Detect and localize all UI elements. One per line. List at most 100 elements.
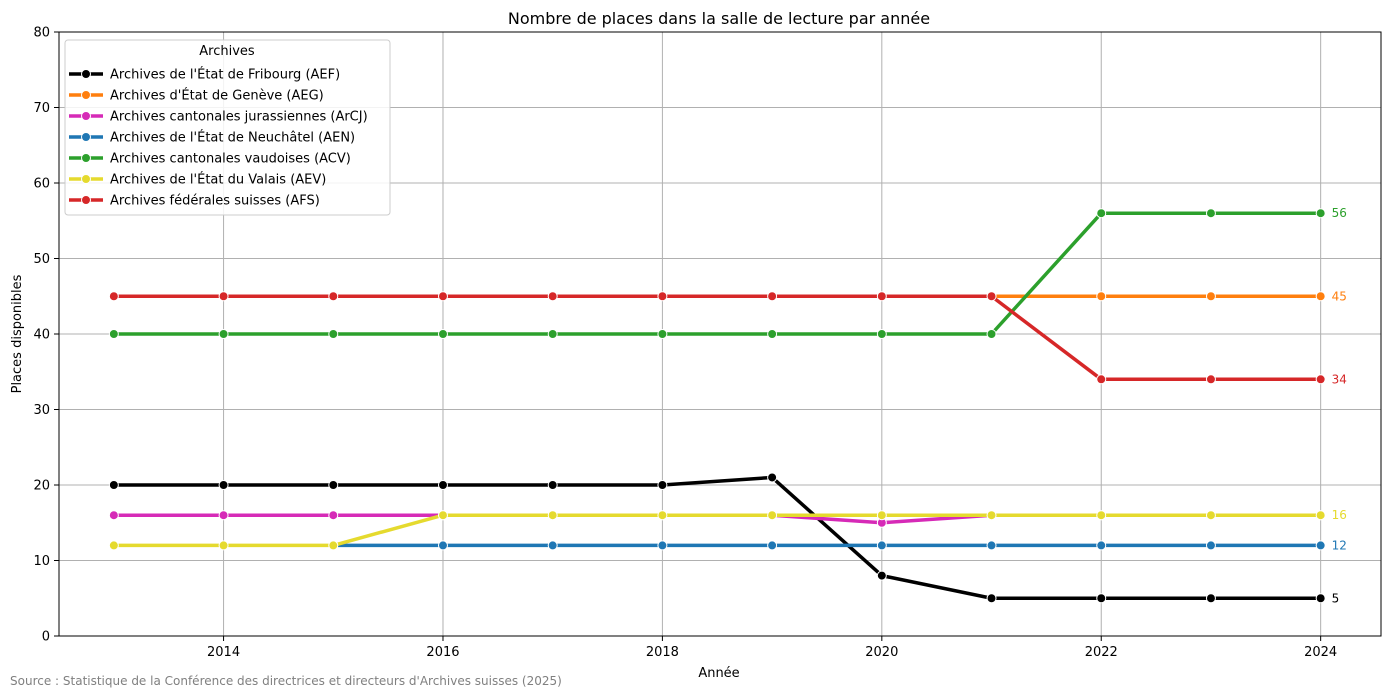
data-point	[547, 510, 558, 521]
data-point	[1205, 510, 1216, 521]
data-point	[1096, 208, 1107, 219]
data-point	[108, 540, 119, 551]
data-point	[328, 510, 339, 521]
y-tick-label: 80	[33, 26, 50, 41]
x-axis-title: Année	[698, 666, 739, 681]
data-point	[986, 540, 997, 551]
source-note: Source : Statistique de la Conférence de…	[10, 674, 562, 688]
data-point	[218, 540, 229, 551]
data-point	[1205, 374, 1216, 385]
data-point	[876, 570, 887, 581]
end-value-label: 56	[1332, 206, 1347, 220]
data-point	[1315, 208, 1326, 219]
data-point	[1205, 540, 1216, 551]
data-point	[876, 540, 887, 551]
axes: 2014 2016 2018 2020 2022 2024 0 10 20 30 40 50 60 70 8…	[33, 26, 1337, 661]
data-point	[1096, 510, 1107, 521]
series-line	[113, 475, 1321, 600]
x-tick-label: 2018	[646, 645, 679, 660]
data-point	[437, 329, 448, 339]
data-point	[767, 510, 778, 521]
x-tick-label: 2020	[865, 645, 898, 660]
y-tick-label: 10	[33, 554, 50, 569]
series-1	[986, 291, 1326, 302]
legend-marker	[81, 195, 91, 205]
data-point	[218, 480, 229, 490]
data-point	[108, 510, 119, 521]
end-value-label: 16	[1332, 508, 1347, 522]
legend-marker	[81, 174, 91, 184]
y-tick-label: 40	[33, 328, 50, 343]
series-3	[328, 540, 1326, 551]
x-tick-label: 2014	[207, 645, 240, 660]
data-point	[218, 510, 229, 521]
end-value-label: 5	[1332, 591, 1340, 605]
chart-title: Nombre de places dans la salle de lectur…	[508, 9, 930, 28]
data-point	[328, 329, 339, 339]
series-2	[108, 510, 1326, 528]
legend-entry: Archives de l'État du Valais (AEV)	[110, 172, 326, 188]
data-point	[1096, 593, 1107, 604]
data-point	[986, 291, 997, 302]
y-tick-label: 30	[33, 403, 50, 418]
data-point	[1205, 208, 1216, 219]
data-point	[657, 510, 668, 521]
series-line	[113, 294, 1321, 382]
data-point	[657, 480, 668, 490]
y-tick-label: 20	[33, 479, 50, 494]
legend-marker	[81, 111, 91, 121]
data-point	[1315, 540, 1326, 551]
end-labels: 56 45 34 16 12 5	[1332, 206, 1347, 605]
data-point	[767, 291, 778, 302]
y-tick-label: 0	[42, 630, 50, 645]
end-value-label: 34	[1332, 372, 1347, 386]
end-value-label: 45	[1332, 289, 1347, 303]
legend-marker	[81, 90, 91, 100]
data-point	[1315, 291, 1326, 302]
series-line	[113, 211, 1321, 336]
legend-marker	[81, 153, 91, 163]
data-point	[218, 329, 229, 339]
data-point	[1315, 510, 1326, 521]
data-point	[876, 329, 887, 339]
data-point	[108, 480, 119, 490]
data-point	[328, 480, 339, 490]
data-point	[328, 540, 339, 551]
legend-entry: Archives cantonales vaudoises (ACV)	[110, 152, 351, 167]
legend-marker	[81, 69, 91, 79]
data-point	[876, 510, 887, 521]
x-tick-label: 2024	[1304, 645, 1337, 660]
legend-entry: Archives cantonales jurassiennes (ArCJ)	[110, 110, 368, 125]
legend: Archives Archives de l'État de Fribourg (…	[64, 39, 391, 216]
data-point	[437, 480, 448, 490]
end-value-label: 12	[1332, 538, 1347, 552]
legend-title: Archives	[199, 44, 255, 59]
data-point	[1315, 593, 1326, 604]
data-point	[218, 291, 229, 302]
data-point	[657, 291, 668, 302]
data-point	[547, 291, 558, 302]
series-line	[113, 513, 1321, 548]
y-axis-title: Places disponibles	[10, 274, 25, 393]
legend-entry: Archives fédérales suisses (AFS)	[110, 194, 320, 209]
data-point	[437, 510, 448, 521]
y-tick-label: 60	[33, 177, 50, 192]
data-point	[1315, 374, 1326, 385]
data-point	[108, 329, 119, 339]
y-tick-label: 50	[33, 252, 50, 267]
data-point	[876, 291, 887, 302]
data-point	[767, 472, 778, 483]
data-point	[767, 540, 778, 551]
legend-box	[64, 39, 391, 216]
data-point	[657, 329, 668, 339]
series-4	[108, 208, 1326, 339]
series-0	[108, 472, 1326, 604]
data-point	[1205, 291, 1216, 302]
series-6	[108, 291, 1326, 385]
legend-marker	[81, 132, 91, 142]
data-point	[437, 540, 448, 551]
series-lines	[108, 208, 1326, 604]
data-point	[547, 540, 558, 551]
data-point	[1205, 593, 1216, 604]
